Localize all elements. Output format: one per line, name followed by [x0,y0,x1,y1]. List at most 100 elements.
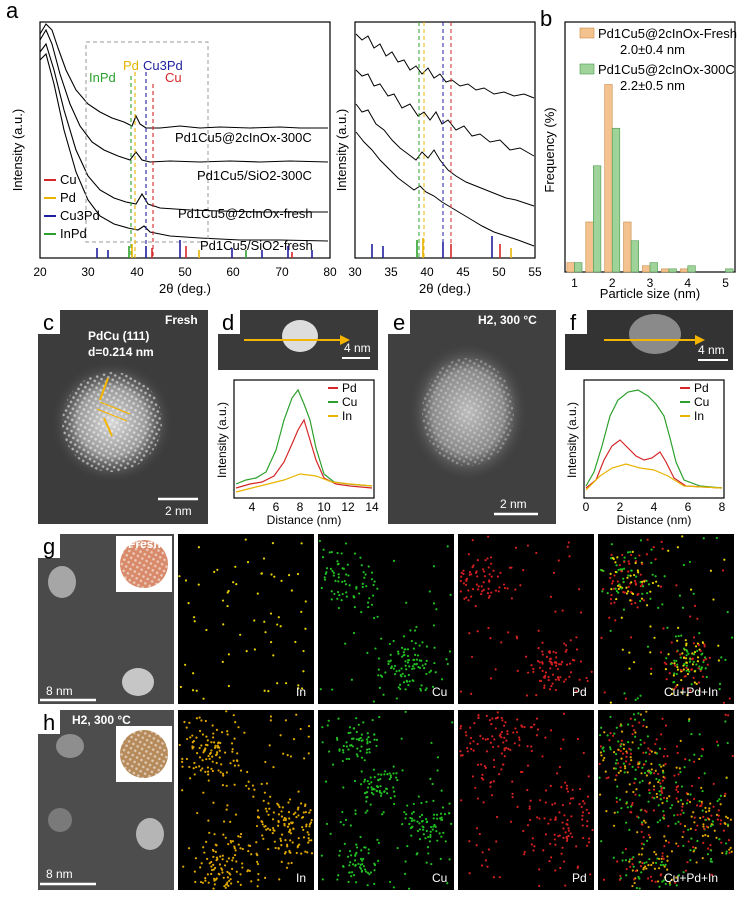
eds-dot [219,741,222,745]
eds-dot [636,815,639,818]
eds-dot [682,668,685,671]
eds-dot [304,850,307,853]
eds-dot [459,690,463,693]
eds-dot [664,762,667,766]
eds-dot [397,650,400,653]
eds-dot [701,857,704,860]
eds-dot [689,658,692,661]
eds-dot [685,669,688,672]
eds-dot [626,771,629,774]
eds-dot [199,880,203,884]
eds-dot [214,754,218,757]
eds-dot [188,765,191,769]
eds-dot [388,778,391,781]
eds-dot [514,727,517,730]
eds-dot [361,585,364,589]
eds-dot [256,885,259,888]
eds-dot [292,813,295,816]
eds-dot [490,591,493,594]
eds-dot [625,750,628,753]
eds-dot [509,748,512,751]
eds-dot [378,686,381,689]
eds-dot [489,741,492,744]
eds-dot [535,717,539,720]
eds-dot [221,599,225,602]
eds-dot [644,865,647,868]
panel-a: a Intensity (a.u.) 2θ (deg.) 20 30 40 50… [6,0,337,296]
eds-dot [215,877,218,880]
eds-dot [621,859,624,862]
eds-dot [716,818,720,821]
eds-dot [468,571,472,574]
panel-a-legend: Cu Pd Cu3Pd InPd [44,172,100,241]
eds-dot [638,554,641,557]
legend-size-300c: 2.2±0.5 nm [620,78,685,93]
eds-dot [488,573,491,576]
eds-dot [664,863,667,866]
f-legend-in: In [694,409,704,423]
eds-dot [256,592,259,595]
eds-dot [448,802,451,805]
d-xtick-12: 12 [341,500,355,514]
eds-dot [479,734,482,738]
eds-dot [431,782,434,786]
eds-dot [342,786,345,789]
eds-dot [683,766,686,769]
eds-dot [667,824,670,828]
eds-dot [425,659,428,663]
eds-dot [496,575,500,578]
eds-dot [633,718,637,721]
eds-dot [662,863,665,867]
legend-name-300c: Pd1Cu5@2cInOx-300C [598,62,735,77]
eds-dot [338,849,342,853]
xrd-trace-300c-sio2 [39,28,329,163]
eds-dot [294,640,297,644]
eds-dot [702,537,705,540]
eds-dot [488,719,492,722]
eds-dot [711,820,715,823]
eds-dot [181,765,184,768]
eds-dot [237,764,240,767]
eds-dot [477,716,480,720]
eds-dot [349,854,353,857]
eds-dot [467,589,470,592]
eds-dot [207,779,210,782]
eds-dot [490,575,493,578]
eds-dot [283,824,286,827]
eds-dot [642,866,645,870]
zoom-xtick-55: 55 [528,265,542,279]
eds-dot [392,772,395,775]
eds-dot [679,799,683,802]
eds-dot [226,870,229,874]
eds-dot [634,698,637,701]
eds-dot [694,645,698,648]
eds-dot [631,803,634,806]
eds-dot [631,724,634,727]
scalebar-g-label: 8 nm [46,684,73,698]
eds-dot [690,837,693,840]
eds-dot [652,785,656,788]
eds-dot [616,584,620,587]
eds-dots-h-in [178,710,314,890]
eds-dot [389,774,392,777]
eds-dot [462,582,465,585]
eds-dot [670,641,673,644]
eds-dot [682,656,686,660]
eds-dot [435,813,439,816]
eds-dot [335,736,339,740]
eds-dot [226,804,229,807]
eds-dot [657,772,660,776]
eds-dot [640,821,644,824]
eds-dot [638,794,641,797]
eds-dot [502,741,505,744]
eds-dot [400,646,404,649]
eds-dot [370,578,374,581]
eds-dot [629,550,632,554]
eds-dot [460,799,463,802]
eds-dot [291,841,294,844]
eds-dot [666,859,669,862]
eds-dot [679,813,682,816]
eds-dot [718,682,722,685]
eds-dot [363,780,366,783]
eds-dot [724,815,728,818]
